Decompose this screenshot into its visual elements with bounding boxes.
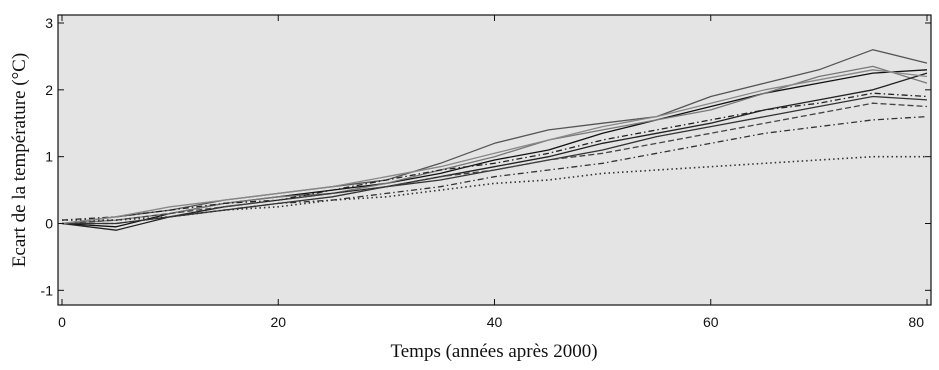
series-line-2 <box>61 49 928 225</box>
x-tick-label: 0 <box>58 314 66 330</box>
series-line-7 <box>61 102 928 225</box>
x-tick-label: 80 <box>908 314 924 330</box>
series-line-6 <box>61 92 928 221</box>
series-layer <box>61 49 928 231</box>
y-tick-label: 3 <box>45 15 53 31</box>
y-tick-label: -1 <box>41 282 54 298</box>
series-line-3 <box>61 65 928 225</box>
y-tick-label: 1 <box>45 149 53 165</box>
series-line-9 <box>62 155 927 221</box>
y-axis-label: Ecart de la température (°C) <box>9 53 30 267</box>
series-line-4 <box>61 72 928 231</box>
y-tick-label: 2 <box>45 82 53 98</box>
x-tick-label: 20 <box>270 314 286 330</box>
x-tick-label: 40 <box>487 314 503 330</box>
x-tick-label: 60 <box>703 314 719 330</box>
y-tick-label: 0 <box>45 215 53 231</box>
series-line-10 <box>61 69 928 225</box>
x-axis-label: Temps (années après 2000) <box>390 341 597 362</box>
